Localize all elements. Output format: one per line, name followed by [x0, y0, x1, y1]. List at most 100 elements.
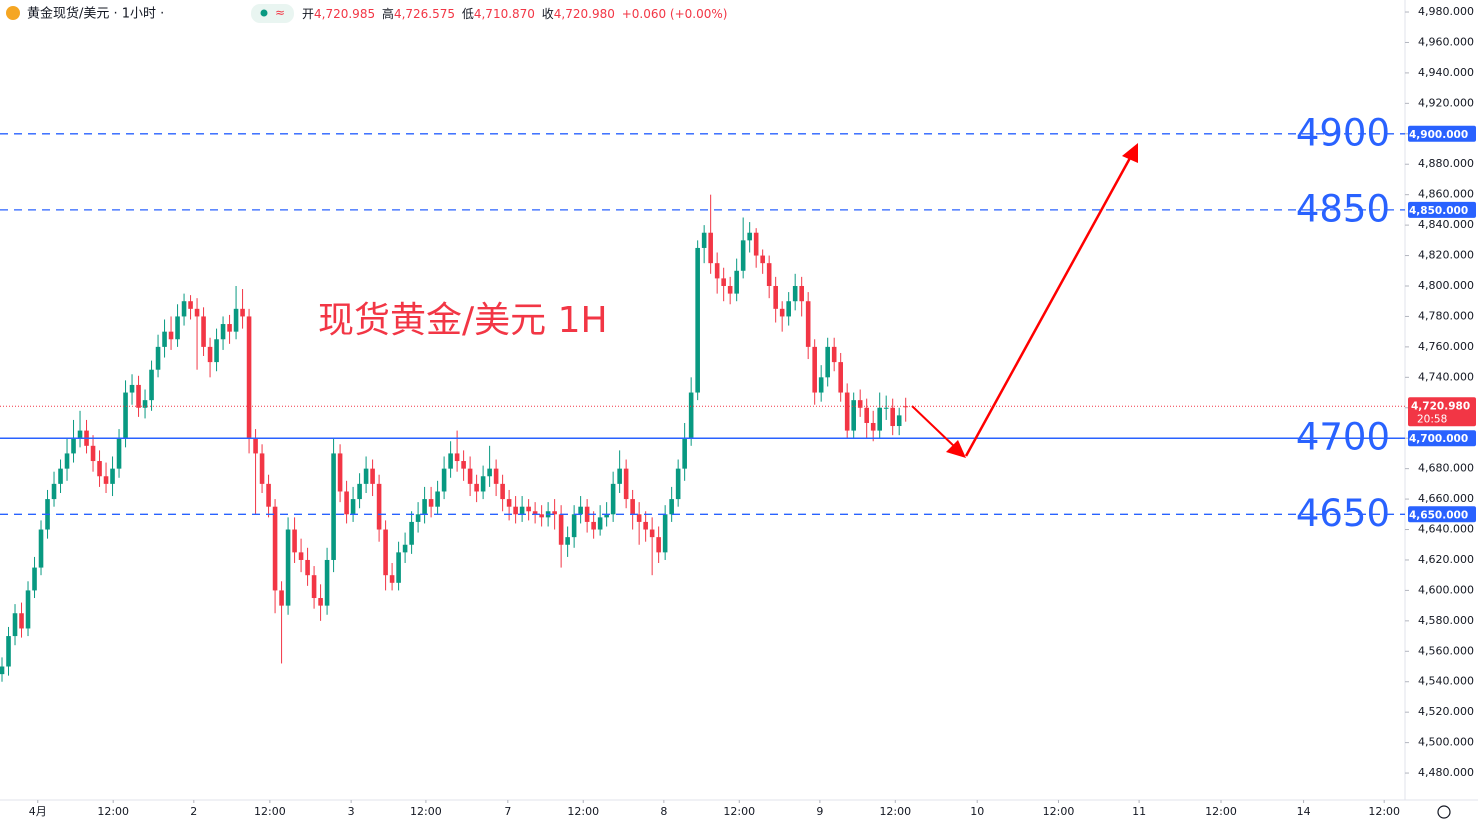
candle-body [571, 514, 577, 538]
y-tick-label: 4,600.000 [1418, 583, 1474, 596]
candle-body [331, 453, 336, 560]
candle-body [168, 331, 174, 340]
candle-body [786, 301, 791, 317]
candle-body [701, 232, 707, 248]
candle-body [630, 499, 635, 515]
y-tick-label: 4,740.000 [1418, 370, 1474, 383]
candle-body [246, 316, 252, 439]
candle-body [526, 506, 531, 512]
y-tick-label: 4,620.000 [1418, 553, 1474, 566]
candle-body [812, 346, 817, 393]
candle-body [591, 521, 596, 530]
level-badge [1408, 201, 1476, 218]
candle-body [636, 514, 642, 522]
candle-body [25, 590, 31, 629]
y-tick-label: 4,800.000 [1418, 279, 1474, 292]
current-price-badge [1408, 397, 1476, 427]
candle-body [532, 511, 538, 515]
high-label: 高 [382, 6, 394, 21]
candle-body [58, 468, 63, 484]
level-badge [1408, 125, 1476, 142]
x-tick-label: 7 [504, 805, 511, 818]
level-label: 4900 [1296, 111, 1390, 154]
candle-body [162, 331, 167, 347]
y-tick-label: 4,760.000 [1418, 340, 1474, 353]
candle-body [253, 438, 258, 454]
candle-body [864, 407, 869, 423]
arrow-head [946, 440, 966, 458]
close-label: 收 [542, 7, 554, 21]
settings-icon[interactable] [1437, 805, 1451, 819]
candle-body [129, 384, 135, 393]
candle-body [695, 247, 700, 393]
candle-body [396, 552, 401, 583]
candle-body [474, 483, 479, 492]
candle-body [597, 517, 603, 530]
candle-body [669, 499, 674, 515]
candle-body [188, 301, 193, 309]
x-tick-label: 3 [348, 805, 355, 818]
candle-body [643, 521, 648, 530]
candle-body [825, 346, 830, 378]
y-tick-label: 4,520.000 [1418, 705, 1474, 718]
y-tick-label: 4,940.000 [1418, 66, 1474, 79]
y-tick-label: 4,880.000 [1418, 157, 1474, 170]
candle-body [266, 483, 271, 507]
candle-body [565, 537, 570, 545]
candle-body [890, 407, 895, 427]
candle-body [71, 438, 76, 454]
candle-body [110, 468, 115, 484]
candle-body [214, 339, 219, 363]
candle-body [896, 415, 902, 427]
candle-body [363, 468, 369, 484]
candle-body [760, 255, 765, 264]
candle-body [500, 483, 505, 500]
candle-body [194, 308, 200, 317]
symbol-icon [6, 6, 20, 20]
candle-body [259, 453, 265, 484]
x-tick-label: 12:00 [879, 805, 911, 818]
candle-body [818, 377, 824, 393]
candle-body [389, 575, 395, 583]
open-label: 开 [302, 7, 314, 21]
candle-body [851, 400, 856, 431]
candle-body [779, 308, 785, 317]
level-label: 4650 [1296, 492, 1390, 535]
candle-body [857, 400, 863, 408]
level-badge-label: 4,850.000 [1409, 205, 1468, 217]
candle-body [155, 346, 161, 370]
status-dot [260, 9, 268, 17]
candle-body [350, 499, 356, 515]
candle-body [766, 263, 772, 286]
arrow-up [964, 157, 1132, 457]
y-tick-label: 4,920.000 [1418, 96, 1474, 109]
x-tick-label: 12:00 [97, 805, 129, 818]
candle-body [708, 232, 713, 264]
candle-body [649, 529, 655, 538]
candle-body [623, 468, 629, 500]
candle-body [903, 406, 908, 408]
candle-body [877, 407, 882, 431]
candle-body [461, 461, 466, 469]
y-tick-label: 4,560.000 [1418, 644, 1474, 657]
candle-body [480, 476, 486, 492]
y-tick-label: 4,960.000 [1418, 35, 1474, 48]
overlay-layer: 4900 4,900.000 4850 4,850.000 4700 4,700.000 4… [0, 111, 1476, 535]
candle-body [298, 552, 304, 560]
level-badge [1408, 506, 1476, 523]
candle-body [428, 499, 434, 507]
candle-body [747, 232, 752, 241]
candle-body [344, 491, 349, 515]
candle-body [883, 407, 889, 409]
candle-body [721, 278, 726, 286]
candle-body [487, 468, 492, 477]
candle-body [558, 514, 564, 545]
ohlc-row: 开4,720.985 高4,726.575 低4,710.870 收4,720.… [302, 6, 727, 21]
candle-body [656, 537, 661, 553]
candle-body [19, 613, 24, 629]
y-tick-label: 4,480.000 [1418, 766, 1474, 779]
candle-body [227, 324, 232, 332]
